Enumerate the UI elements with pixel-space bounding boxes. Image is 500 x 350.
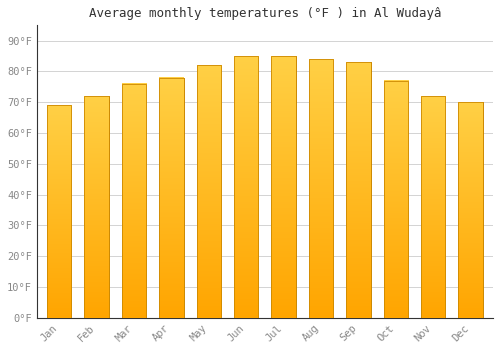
Bar — [384, 81, 408, 318]
Bar — [234, 56, 258, 318]
Bar — [309, 59, 333, 318]
Bar — [421, 96, 446, 318]
Bar — [84, 96, 109, 318]
Bar — [458, 102, 483, 318]
Bar — [458, 102, 483, 318]
Bar — [272, 56, 296, 318]
Bar — [196, 65, 221, 318]
Bar — [272, 56, 296, 318]
Bar — [160, 78, 184, 318]
Bar — [122, 84, 146, 318]
Bar — [47, 105, 72, 318]
Bar — [346, 62, 370, 318]
Bar — [234, 56, 258, 318]
Bar — [384, 81, 408, 318]
Bar — [309, 59, 333, 318]
Bar — [421, 96, 446, 318]
Bar — [122, 84, 146, 318]
Bar — [84, 96, 109, 318]
Bar — [196, 65, 221, 318]
Bar — [47, 105, 72, 318]
Bar — [346, 62, 370, 318]
Title: Average monthly temperatures (°F ) in Al Wudayâ: Average monthly temperatures (°F ) in Al… — [88, 7, 441, 20]
Bar — [160, 78, 184, 318]
